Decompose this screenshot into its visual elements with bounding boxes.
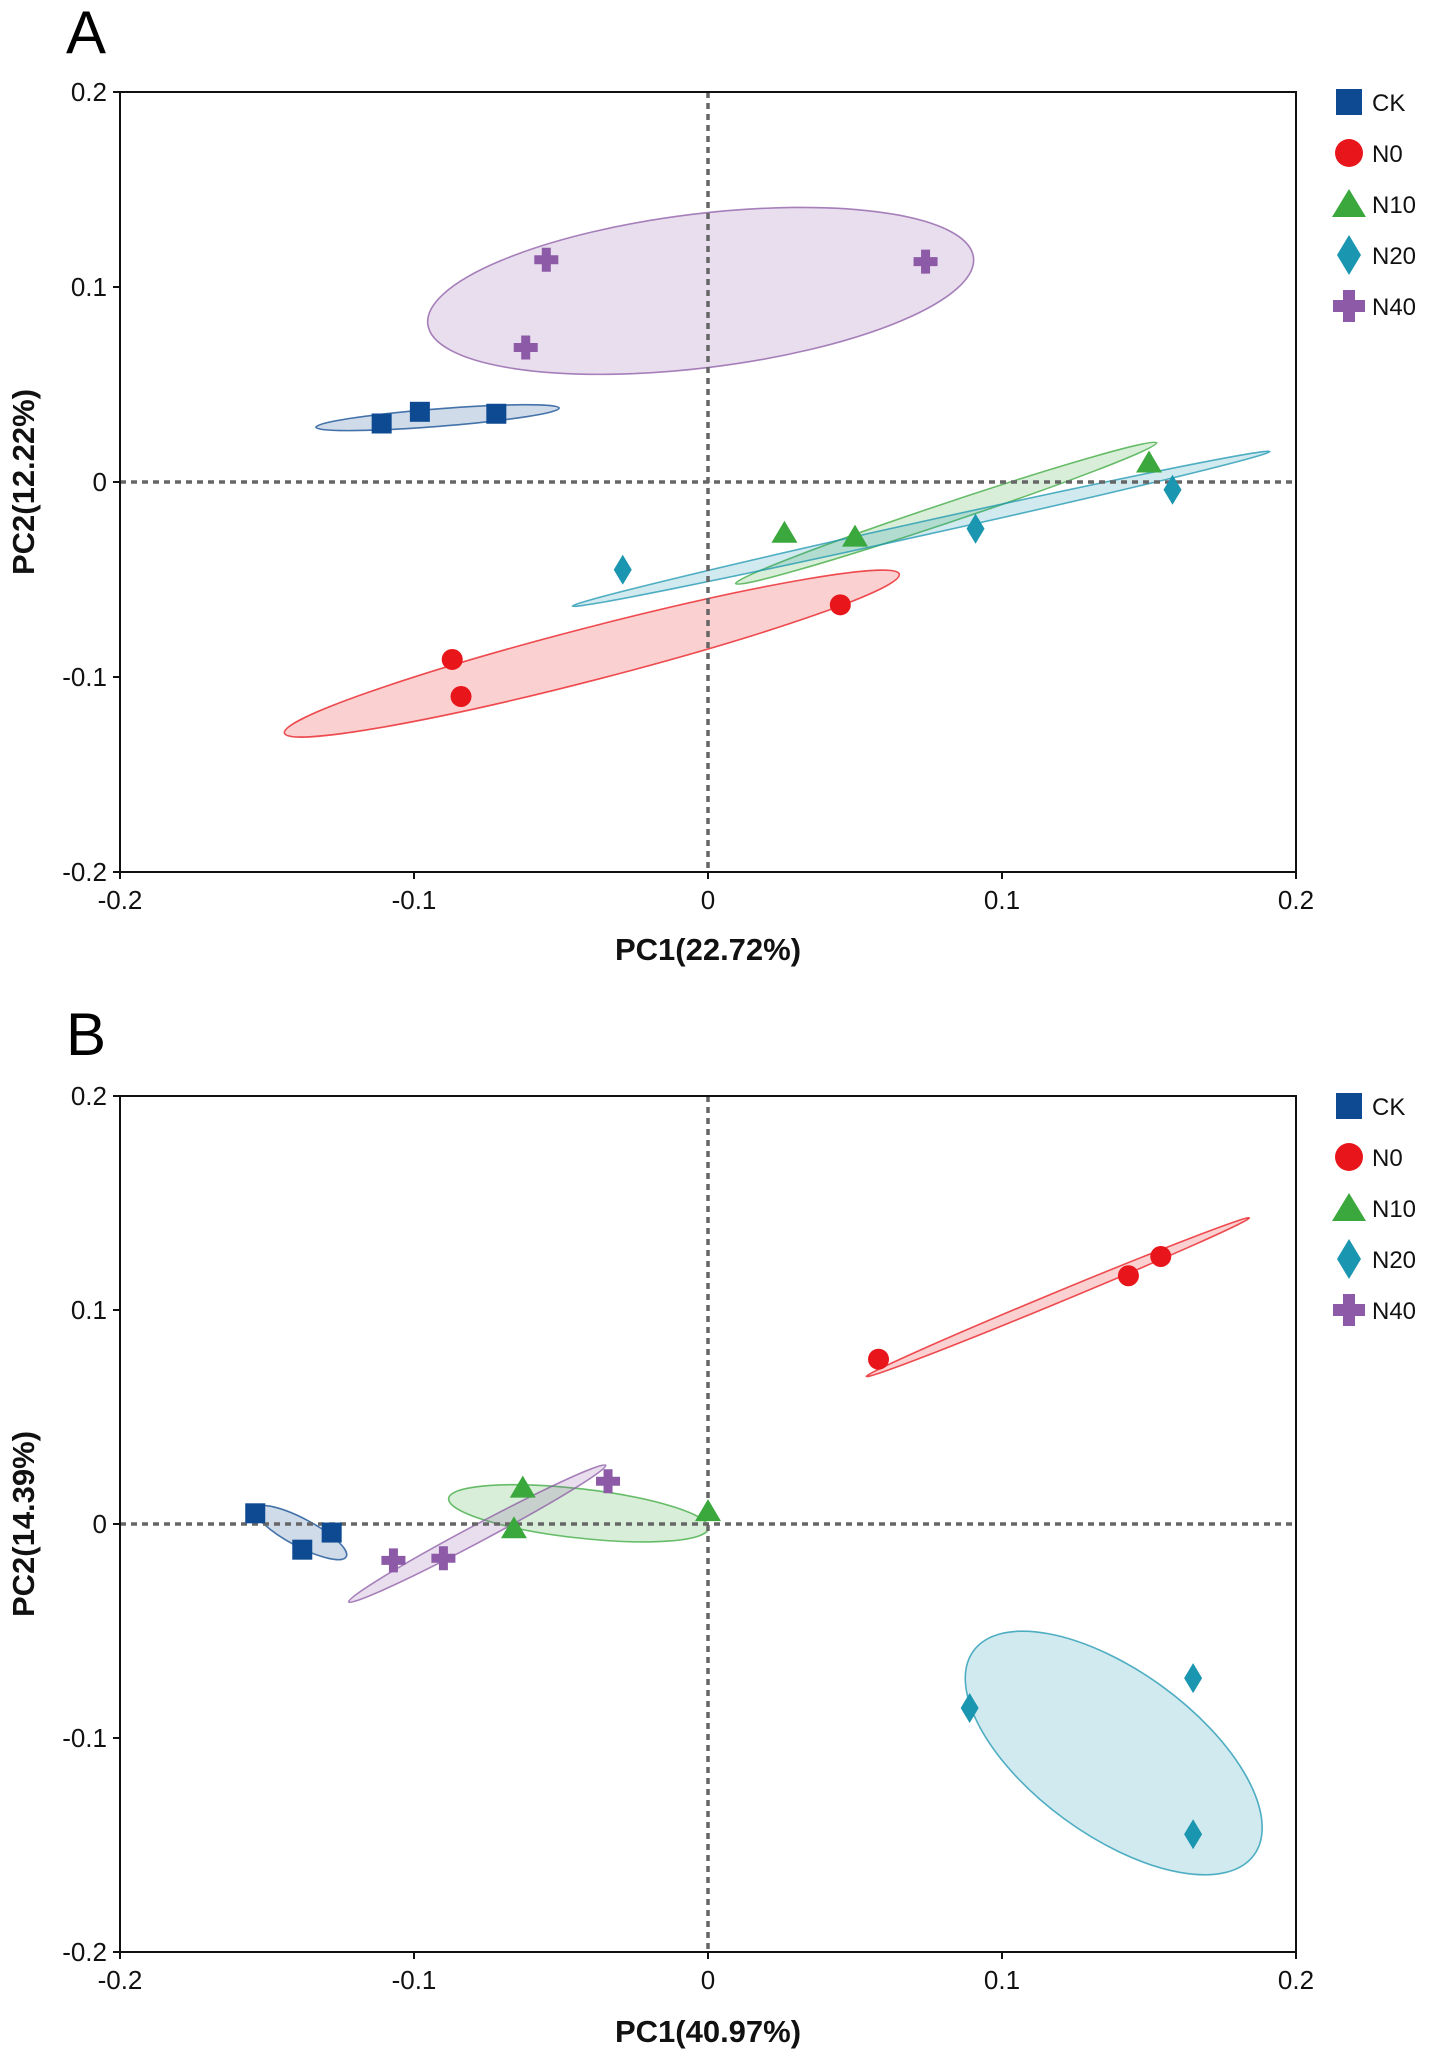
legend: CK N0 N10 N20 N40 — [1332, 1093, 1416, 1326]
data-point-ck — [409, 401, 430, 422]
legend-label-n40: N40 — [1372, 294, 1416, 321]
data-point-n20 — [1184, 1663, 1203, 1694]
data-point-n40 — [431, 1546, 456, 1571]
data-points — [371, 247, 1182, 707]
x-tick-label: -0.1 — [392, 1965, 437, 1995]
data-point-n40 — [534, 247, 559, 272]
legend-label-n10: N10 — [1372, 192, 1416, 219]
legend-marker-n10 — [1332, 1193, 1366, 1221]
data-point-n40 — [596, 1469, 621, 1494]
legend-marker-n20 — [1337, 235, 1361, 275]
data-point-n40 — [381, 1548, 406, 1573]
x-axis: -0.2 -0.1 0 0.1 0.2 — [98, 872, 1314, 915]
y-tick-label: 0.1 — [71, 272, 107, 302]
data-point-n20 — [960, 1693, 979, 1724]
data-point-n0 — [868, 1348, 890, 1370]
legend-label-n20: N20 — [1372, 243, 1416, 270]
legend-marker-n10 — [1332, 189, 1366, 217]
legend-marker-n40 — [1333, 290, 1365, 322]
x-tick-label: -0.1 — [392, 885, 437, 915]
x-tick-label: 0.2 — [1278, 885, 1314, 915]
legend-marker-ck — [1336, 89, 1362, 115]
data-point-n40 — [513, 335, 538, 360]
data-point-n0 — [450, 686, 472, 707]
confidence-ellipse-n20 — [964, 1630, 1263, 1876]
data-point-ck — [371, 413, 392, 434]
legend-label-n40: N40 — [1372, 1298, 1416, 1325]
panel-a: A -0.2 -0.1 0 0.1 0.2 -0.2 -0.1 0 0.1 0.2 PC1(22.7… — [0, 0, 1429, 1000]
confidence-ellipse-n10 — [734, 441, 1158, 586]
y-tick-label: 0.2 — [71, 77, 107, 107]
data-point-n10 — [1136, 450, 1162, 473]
legend-label-n0: N0 — [1372, 141, 1403, 168]
y-tick-label: 0 — [93, 1509, 107, 1539]
data-point-n20 — [1163, 474, 1182, 505]
data-point-n20 — [613, 554, 632, 585]
panel-label-b: B — [66, 1001, 107, 1068]
data-point-n10 — [500, 1516, 527, 1539]
data-point-n0 — [829, 594, 851, 616]
y-axis: -0.2 -0.1 0 0.1 0.2 — [62, 1081, 120, 1967]
legend-label-ck: CK — [1372, 1094, 1405, 1121]
data-point-n10 — [842, 524, 868, 547]
panel-b: B -0.2 -0.1 0 0.1 0.2 -0.2 -0.1 0 0.1 0.2 PC1(40.9… — [0, 1000, 1429, 2056]
data-point-n0 — [441, 648, 463, 670]
legend-marker-n40 — [1333, 1294, 1365, 1326]
confidence-ellipse-n0 — [865, 1216, 1251, 1378]
x-axis: -0.2 -0.1 0 0.1 0.2 — [98, 1952, 1314, 1995]
x-tick-label: -0.2 — [98, 885, 143, 915]
data-point-ck — [292, 1539, 313, 1560]
legend-label-n20: N20 — [1372, 1247, 1416, 1274]
y-axis-title: PC2(12.22%) — [6, 389, 41, 575]
y-tick-label: 0.1 — [71, 1295, 107, 1325]
y-tick-label: -0.1 — [62, 662, 107, 692]
data-point-n20 — [966, 513, 985, 544]
ellipse-group — [283, 206, 1271, 738]
legend-label-ck: CK — [1372, 90, 1405, 117]
x-tick-label: 0.1 — [984, 885, 1020, 915]
legend-label-n10: N10 — [1372, 1196, 1416, 1223]
data-point-n10 — [509, 1475, 536, 1498]
y-tick-label: 0 — [93, 467, 107, 497]
x-tick-label: 0 — [701, 885, 715, 915]
x-tick-label: -0.2 — [98, 1965, 143, 1995]
data-point-ck — [245, 1503, 266, 1524]
y-axis-title: PC2(14.39%) — [6, 1431, 41, 1617]
data-point-n0 — [1117, 1265, 1139, 1287]
confidence-ellipse-n40 — [426, 206, 975, 376]
confidence-ellipse-ck — [315, 403, 560, 432]
y-axis: -0.2 -0.1 0 0.1 0.2 — [62, 77, 120, 887]
legend-marker-ck — [1336, 1093, 1362, 1119]
confidence-ellipse-n20 — [571, 450, 1271, 608]
x-axis-title: PC1(40.97%) — [615, 2014, 801, 2049]
y-tick-label: -0.1 — [62, 1723, 107, 1753]
legend-marker-n20 — [1337, 1239, 1361, 1279]
data-point-n20 — [1184, 1819, 1203, 1850]
data-point-ck — [321, 1522, 342, 1543]
x-tick-label: 0.1 — [984, 1965, 1020, 1995]
pcoa-chart-a: -0.2 -0.1 0 0.1 0.2 -0.2 -0.1 0 0.1 0.2 PC1(22.72%… — [6, 77, 1416, 967]
panel-label-a: A — [66, 0, 107, 66]
confidence-ellipse-n0 — [283, 569, 901, 738]
data-points — [245, 1246, 1203, 1850]
data-point-n10 — [695, 1499, 721, 1522]
y-tick-label: -0.2 — [62, 1937, 107, 1967]
legend-label-n0: N0 — [1372, 1145, 1403, 1172]
x-axis-title: PC1(22.72%) — [615, 932, 801, 967]
legend: CK N0 N10 N20 N40 — [1332, 89, 1416, 322]
legend-marker-n0 — [1335, 1143, 1363, 1171]
x-tick-label: 0 — [701, 1965, 715, 1995]
pcoa-chart-b: -0.2 -0.1 0 0.1 0.2 -0.2 -0.1 0 0.1 0.2 PC1(40.97%… — [6, 1081, 1416, 2049]
ellipse-group — [254, 1216, 1263, 1876]
data-point-n0 — [1150, 1246, 1172, 1267]
data-point-n10 — [771, 520, 798, 543]
y-tick-label: 0.2 — [71, 1081, 107, 1111]
legend-marker-n0 — [1335, 139, 1363, 167]
data-point-n40 — [913, 249, 938, 274]
data-point-ck — [486, 403, 507, 424]
y-tick-label: -0.2 — [62, 857, 107, 887]
x-tick-label: 0.2 — [1278, 1965, 1314, 1995]
confidence-ellipse-n40 — [347, 1464, 607, 1604]
